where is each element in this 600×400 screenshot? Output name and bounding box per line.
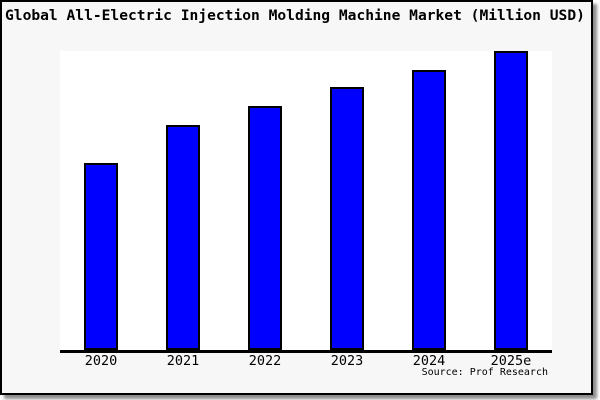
x-axis-label-2024: 2024 [412, 353, 446, 369]
chart-figure: Global All-Electric Injection Molding Ma… [0, 0, 593, 395]
bar-2024 [412, 70, 446, 350]
bar-2025e [494, 51, 528, 350]
bar-2021 [166, 125, 200, 350]
bar-2020 [84, 163, 118, 350]
x-axis-label-2023: 2023 [330, 353, 364, 369]
bar-2022 [248, 106, 282, 350]
x-axis-label-2020: 2020 [84, 353, 118, 369]
source-credit: Source: Prof Research [421, 367, 548, 378]
plot-area [60, 51, 552, 353]
x-axis-label-2025e: 2025e [490, 353, 532, 369]
chart-title: Global All-Electric Injection Molding Ma… [5, 7, 585, 24]
bar-2023 [330, 87, 364, 350]
x-axis-label-2022: 2022 [248, 353, 282, 369]
x-axis-label-2021: 2021 [166, 353, 200, 369]
